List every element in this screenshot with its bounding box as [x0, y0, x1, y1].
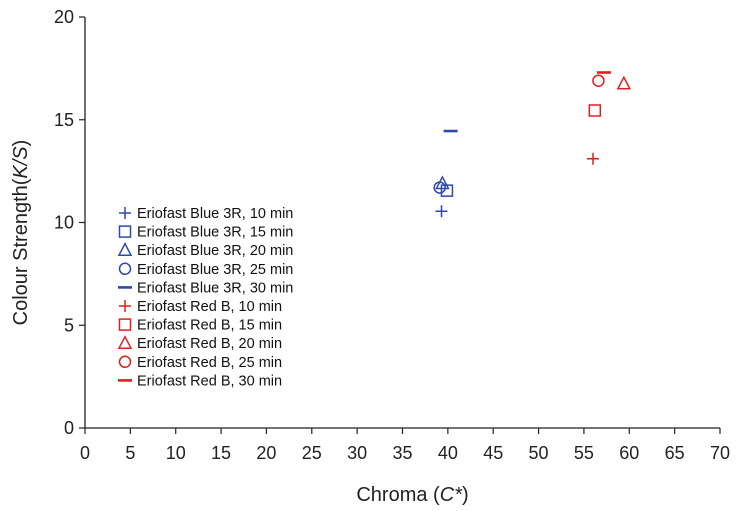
- legend-marker-plus: [119, 207, 131, 219]
- legend-entry: Eriofast Red B, 30 min: [137, 373, 282, 389]
- legend-entry: Eriofast Blue 3R, 10 min: [137, 206, 293, 222]
- x-tick-label: 20: [256, 443, 276, 463]
- legend-entry: Eriofast Red B, 10 min: [137, 299, 282, 315]
- legend-marker-plus: [119, 300, 131, 312]
- x-tick-label: 5: [125, 443, 135, 463]
- y-axis-ticks: 0 5 10 15 20: [54, 7, 85, 438]
- data-point-triangle: [616, 75, 632, 90]
- x-tick-label: 60: [619, 443, 639, 463]
- data-points: [433, 71, 632, 218]
- data-point-circle: [592, 74, 605, 87]
- legend-entry: Eriofast Red B, 25 min: [137, 355, 282, 371]
- legend-marker-square: [118, 318, 132, 331]
- x-tick-label: 40: [438, 443, 458, 463]
- data-point-plus: [435, 205, 448, 218]
- x-tick-label: 65: [665, 443, 685, 463]
- x-tick-label: 55: [574, 443, 594, 463]
- y-tick-label: 15: [54, 110, 74, 130]
- y-axis-title: Colour Strength(K/S): [10, 140, 32, 326]
- legend-marker-triangle: [117, 335, 133, 349]
- data-point-plus: [587, 152, 599, 165]
- legend-entry: Eriofast Blue 3R, 25 min: [137, 262, 293, 278]
- y-tick-label: 5: [64, 315, 74, 335]
- x-axis-ticks: 0 5 10 15 20 25 30 35 40 45 50 55 60 65 70: [80, 428, 730, 463]
- x-tick-label: 15: [211, 443, 231, 463]
- legend-entry: Eriofast Red B, 20 min: [137, 336, 282, 352]
- legend-marker-triangle: [117, 242, 133, 256]
- legend-marker-circle: [118, 355, 132, 369]
- x-tick-label: 10: [166, 443, 186, 463]
- y-tick-label: 20: [54, 7, 74, 27]
- x-tick-label: 50: [529, 443, 549, 463]
- x-tick-label: 70: [710, 443, 730, 463]
- legend-entry: Eriofast Blue 3R, 20 min: [137, 243, 293, 259]
- y-tick-label: 10: [54, 213, 74, 233]
- data-point-circle: [433, 181, 446, 194]
- x-tick-label: 25: [302, 443, 322, 463]
- x-tick-label: 30: [347, 443, 367, 463]
- x-axis-title: Chroma (C*): [356, 484, 468, 506]
- legend: Eriofast Blue 3R, 10 min Eriofast Blue 3R…: [117, 206, 293, 389]
- data-point-square: [588, 104, 602, 117]
- legend-entry: Eriofast Red B, 15 min: [137, 318, 282, 334]
- legend-marker-circle: [118, 262, 132, 276]
- legend-marker-square: [118, 225, 132, 238]
- x-tick-label: 35: [392, 443, 412, 463]
- y-tick-label: 0: [64, 418, 74, 438]
- legend-entry: Eriofast Blue 3R, 30 min: [137, 280, 293, 296]
- legend-entry: Eriofast Blue 3R, 15 min: [137, 225, 293, 241]
- x-tick-label: 0: [80, 443, 90, 463]
- x-tick-label: 45: [483, 443, 503, 463]
